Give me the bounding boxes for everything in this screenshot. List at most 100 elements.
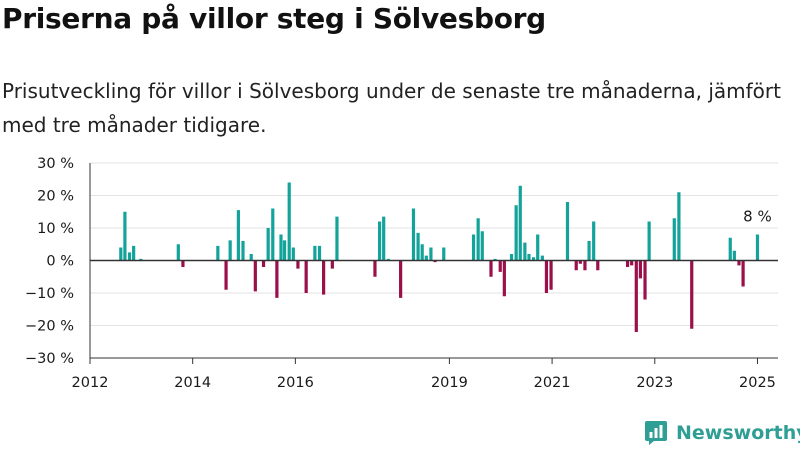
bar [253, 260, 257, 292]
bar [424, 255, 428, 261]
bar [433, 260, 437, 263]
bar [536, 234, 540, 261]
bar [634, 260, 638, 332]
bar [181, 260, 185, 267]
bar [132, 245, 136, 261]
bar [523, 242, 527, 261]
bar [386, 258, 390, 261]
bar [737, 260, 741, 266]
bar [518, 185, 522, 261]
bar [574, 260, 578, 271]
x-tick-label: 2016 [277, 375, 314, 391]
bar [236, 210, 240, 261]
bar [630, 260, 634, 266]
bar [532, 257, 536, 261]
y-tick-label: −20 % [25, 319, 74, 335]
x-tick-label: 2012 [72, 375, 109, 391]
bar [498, 260, 502, 272]
axes [89, 163, 778, 359]
bar [313, 245, 317, 261]
bar [287, 182, 291, 261]
bar [291, 247, 295, 261]
x-tick-label: 2021 [534, 375, 571, 391]
bar [690, 260, 694, 329]
bar [335, 216, 339, 261]
x-tick-label: 2019 [431, 375, 468, 391]
y-tick-label: 0 % [46, 254, 74, 270]
brand-name: Newsworthy [676, 422, 800, 444]
x-tick-label: 2023 [636, 375, 673, 391]
bar [241, 241, 245, 261]
bar [509, 254, 514, 261]
bar [596, 260, 600, 271]
bar [224, 260, 228, 290]
brand-logo: Newsworthy [644, 420, 800, 446]
bar [382, 216, 386, 261]
bar [565, 202, 570, 261]
bar [741, 260, 745, 287]
bar [442, 247, 446, 261]
bar [216, 245, 220, 261]
bar [411, 208, 416, 261]
bar [540, 255, 544, 261]
bar [275, 260, 279, 298]
y-tick-label: −30 % [25, 351, 74, 367]
bar [416, 232, 420, 261]
bar [119, 247, 123, 261]
bar [429, 247, 433, 261]
y-tick-label: 30 % [37, 156, 74, 172]
bar [123, 211, 127, 261]
bar [271, 208, 275, 261]
bar [544, 260, 549, 293]
bar [471, 234, 476, 261]
bar [489, 260, 493, 277]
bar [296, 260, 300, 269]
bar [677, 192, 681, 261]
bar [638, 260, 642, 279]
bar [476, 218, 480, 261]
bar [643, 260, 647, 300]
bar [625, 260, 630, 267]
bar [377, 221, 382, 261]
bar [176, 244, 180, 261]
bar [373, 260, 377, 277]
bar [330, 260, 334, 269]
bar [127, 252, 132, 261]
bar [583, 260, 587, 271]
bar [399, 260, 403, 298]
x-tick-label: 2014 [174, 375, 211, 391]
bar [578, 260, 582, 264]
bar [514, 205, 518, 261]
y-axis-tick-labels: 30 % 20 % 10 % 0 % −10 % −20 % −30 % [25, 156, 74, 367]
y-tick-label: 10 % [37, 221, 74, 237]
newsworthy-logo-icon [645, 421, 667, 445]
bar [755, 234, 760, 261]
y-tick-label: −10 % [25, 286, 74, 302]
bar [527, 254, 531, 261]
bars [119, 182, 760, 332]
bar [266, 228, 270, 261]
y-tick-label: 20 % [37, 189, 74, 205]
bar [282, 240, 287, 261]
bar [139, 258, 143, 261]
bar [304, 260, 308, 293]
bar [279, 234, 283, 261]
bar [228, 240, 232, 261]
x-tick-label: 2025 [739, 375, 776, 391]
annotations: 8 % [743, 208, 772, 226]
bar [322, 260, 326, 295]
bar [728, 237, 732, 261]
bar [592, 221, 596, 261]
bar [732, 250, 736, 261]
bar [502, 260, 506, 297]
bar [317, 245, 322, 261]
bar [249, 254, 253, 261]
chart-title: Priserna på villor steg i Sölvesborg [2, 2, 546, 35]
bar [493, 258, 497, 261]
bar [587, 241, 591, 261]
bar [420, 244, 424, 261]
chart-subtitle: Prisutveckling för villor i Sölvesborg u… [2, 79, 781, 137]
bar [480, 231, 484, 261]
bar [672, 218, 676, 261]
